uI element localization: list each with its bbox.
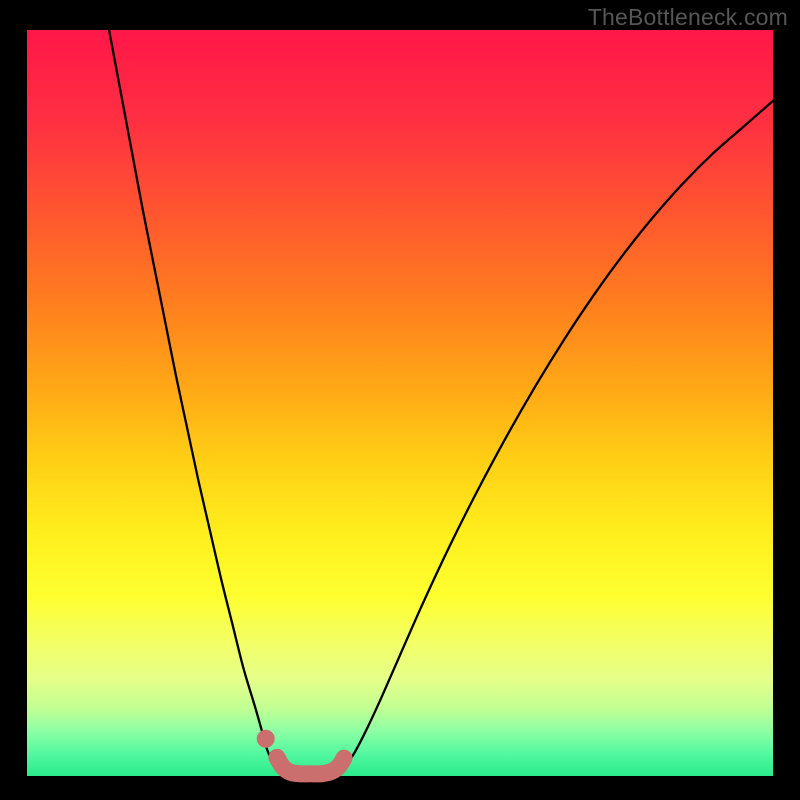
watermark-label: TheBottleneck.com (588, 4, 788, 31)
plot-background (27, 30, 773, 776)
bottleneck-curve-chart (0, 0, 800, 800)
chart-container: TheBottleneck.com (0, 0, 800, 800)
marker-dot-0 (257, 730, 274, 747)
